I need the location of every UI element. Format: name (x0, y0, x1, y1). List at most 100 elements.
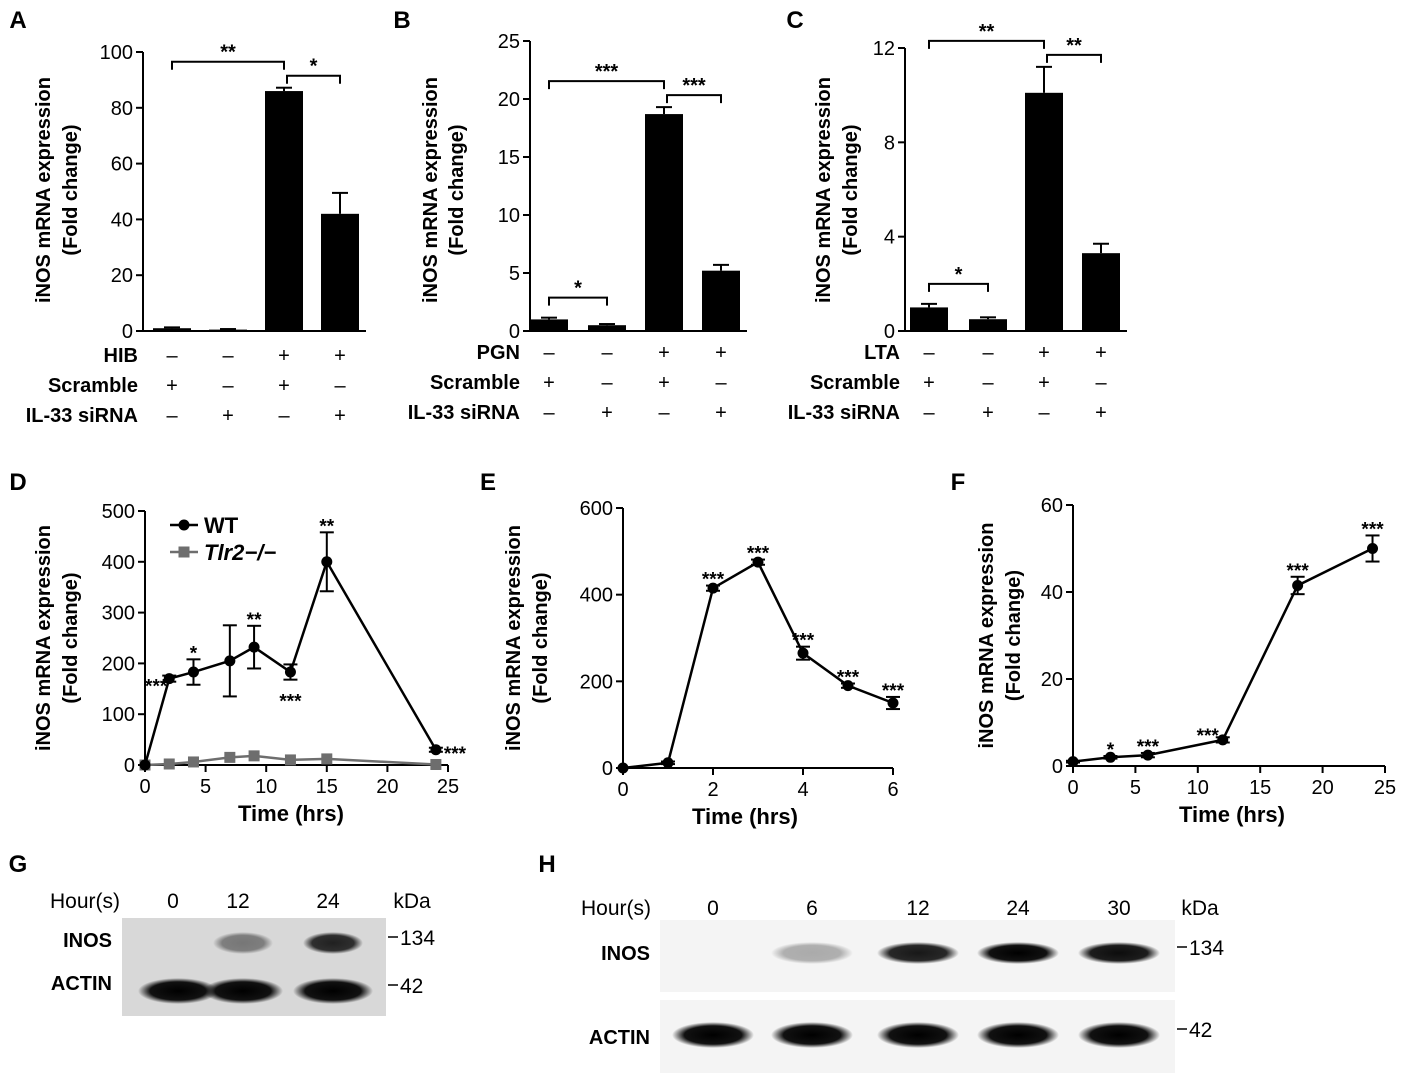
significance-label: *** (145, 677, 168, 698)
protein-band (771, 1022, 853, 1048)
bar (265, 91, 303, 331)
treatment-label: Scramble (810, 372, 900, 394)
y-tick-label: 300 (102, 603, 135, 625)
treatment-sign: – (334, 375, 346, 397)
lane-label: 24 (316, 890, 340, 913)
y-tick-label: 40 (111, 209, 133, 231)
y-axis-label: iNOS mRNA expression (33, 77, 55, 303)
y-axis-label: (Fold change) (840, 124, 862, 255)
treatment-sign: + (278, 375, 290, 397)
data-point (321, 556, 333, 568)
treatment-sign: – (222, 375, 234, 397)
significance-label: ** (220, 42, 236, 64)
treatment-sign: + (1095, 402, 1107, 424)
x-tick-label: 20 (376, 776, 398, 798)
y-axis-label: (Fold change) (60, 572, 82, 703)
marker-label: 42 (1189, 1019, 1212, 1042)
treatment-sign: – (278, 405, 290, 427)
significance-bracket (286, 74, 341, 84)
panel-letter: B (393, 7, 410, 34)
x-tick-label: 0 (1067, 777, 1078, 799)
treatment-sign: – (222, 345, 234, 367)
treatment-sign: – (601, 342, 613, 364)
x-tick-label: 15 (1249, 777, 1271, 799)
y-axis-label: iNOS mRNA expression (420, 77, 442, 303)
treatment-label: IL-33 siRNA (408, 402, 520, 424)
protein-band (771, 942, 853, 964)
y-tick-label: 12 (873, 38, 895, 60)
significance-label: *** (1287, 561, 1310, 582)
blot-header: Hour(s) (50, 890, 120, 913)
row-label: ACTIN (51, 973, 112, 995)
y-axis-label: iNOS mRNA expression (503, 525, 525, 751)
y-tick-label: 40 (1041, 582, 1063, 604)
y-tick-label: 15 (498, 147, 520, 169)
lane-label: 24 (1006, 897, 1030, 920)
series-line (1072, 547, 1374, 763)
significance-label: * (190, 643, 198, 664)
series-line (143, 558, 437, 766)
significance-label: * (955, 264, 963, 286)
data-point (430, 744, 442, 756)
data-point (163, 673, 175, 685)
series-line (622, 560, 894, 770)
lane-label: 0 (707, 897, 719, 920)
data-point (617, 762, 629, 774)
y-tick-label: 0 (884, 321, 895, 343)
y-tick-label: 0 (122, 321, 133, 343)
treatment-sign: + (658, 372, 670, 394)
protein-band (303, 932, 363, 954)
data-point (430, 758, 442, 770)
y-axis-label: iNOS mRNA expression (813, 77, 835, 303)
significance-label: ** (1066, 35, 1082, 57)
data-point (752, 556, 764, 568)
treatment-sign: – (923, 342, 935, 364)
row-label: INOS (601, 943, 650, 965)
y-axis-label: (Fold change) (530, 572, 552, 703)
marker-label: 134 (1189, 937, 1224, 960)
protein-band (672, 1022, 754, 1048)
bar-chart-A: 0 20 40 60 80 100 iNOS mRNA expression (Fold ch… (26, 42, 366, 427)
treatment-sign: + (1038, 372, 1050, 394)
y-tick-label: 8 (884, 132, 895, 154)
significance-bracket (548, 296, 608, 306)
legend-marker (178, 519, 190, 531)
x-tick-label: 6 (887, 779, 898, 801)
protein-band (1078, 1022, 1160, 1048)
treatment-sign: + (715, 402, 727, 424)
significance-label: *** (595, 61, 619, 83)
protein-band (293, 978, 373, 1004)
y-tick-label: 5 (509, 263, 520, 285)
treatment-label: HIB (104, 345, 138, 367)
y-tick-label: 600 (580, 498, 613, 520)
significance-label: *** (882, 681, 905, 702)
y-tick-label: 25 (498, 31, 520, 53)
row-label: ACTIN (589, 1027, 650, 1049)
y-tick-label: 0 (602, 758, 613, 780)
y-tick-label: 0 (1052, 756, 1063, 778)
lane-label: 30 (1107, 897, 1130, 920)
western-blot-G: Hour(s) 0 12 24 kDa INOS 134 ACTIN 42 (50, 890, 435, 1016)
bar (321, 213, 359, 331)
row-label: INOS (63, 930, 112, 952)
treatment-sign: + (166, 375, 178, 397)
significance-label: *** (279, 692, 302, 713)
treatment-sign: – (543, 342, 555, 364)
y-tick-label: 60 (111, 154, 133, 176)
treatment-label: Scramble (48, 375, 138, 397)
data-point (1104, 751, 1116, 763)
data-point (887, 697, 899, 709)
treatment-sign: – (1038, 402, 1050, 424)
data-point (224, 751, 236, 763)
treatment-label: LTA (864, 342, 900, 364)
data-point (662, 757, 674, 769)
y-tick-label: 500 (102, 501, 135, 523)
lane-label: 6 (806, 897, 818, 920)
y-tick-label: 100 (102, 704, 135, 726)
treatment-sign: – (982, 342, 994, 364)
x-tick-label: 20 (1311, 777, 1333, 799)
x-tick-label: 4 (797, 779, 808, 801)
y-axis-label: (Fold change) (60, 124, 82, 255)
lane-label: 12 (226, 890, 249, 913)
